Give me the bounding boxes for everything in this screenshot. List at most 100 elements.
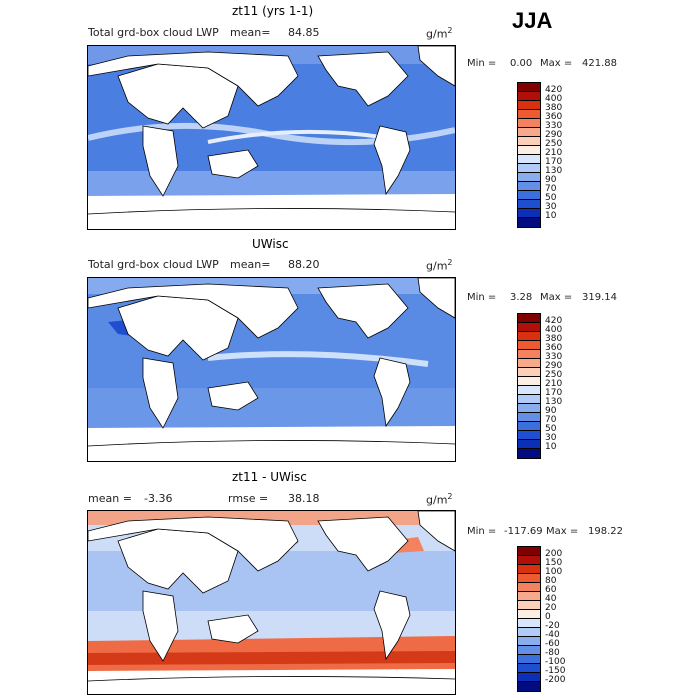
colorbar-swatch — [518, 413, 540, 422]
colorbar-tick-label: 60 — [545, 585, 557, 595]
colorbar-tick-label: -150 — [545, 666, 566, 676]
colorbar-swatch — [518, 359, 540, 368]
colorbar-swatch — [518, 332, 540, 341]
colorbar-tick-label: -20 — [545, 621, 560, 631]
panel-3-title: zt11 - UWisc — [232, 470, 307, 484]
panel-1-units: g/m2 — [426, 26, 453, 41]
colorbar-tick-label: 10 — [545, 442, 557, 452]
colorbar-swatch — [518, 191, 540, 200]
colorbar-swatch — [518, 173, 540, 182]
colorbar-tick-label: 20 — [545, 603, 557, 613]
panel-1-colorbar — [517, 82, 541, 228]
colorbar-swatch — [518, 440, 540, 449]
colorbar-swatch — [518, 664, 540, 673]
colorbar-swatch — [518, 110, 540, 119]
colorbar-swatch — [518, 218, 540, 227]
colorbar-swatch — [518, 83, 540, 92]
panel-1-mean-value: 84.85 — [288, 26, 320, 39]
colorbar-swatch — [518, 619, 540, 628]
colorbar-swatch — [518, 583, 540, 592]
colorbar-swatch — [518, 547, 540, 556]
colorbar-swatch — [518, 565, 540, 574]
colorbar-tick-label: 360 — [545, 112, 563, 122]
colorbar-swatch — [518, 610, 540, 619]
colorbar-swatch — [518, 182, 540, 191]
colorbar-tick-label: 380 — [545, 334, 563, 344]
colorbar-tick-label: -200 — [545, 675, 566, 685]
panel-2-map-graphic — [88, 278, 455, 461]
panel-1-subtitle: Total grd-box cloud LWP — [88, 26, 219, 39]
colorbar-swatch — [518, 422, 540, 431]
colorbar-swatch — [518, 395, 540, 404]
colorbar-tick-label: 70 — [545, 415, 557, 425]
panel-2-colorbar — [517, 313, 541, 459]
colorbar-swatch — [518, 556, 540, 565]
panel-3-map-graphic — [88, 511, 455, 694]
colorbar-tick-label: 30 — [545, 202, 557, 212]
colorbar-tick-label: 170 — [545, 388, 563, 398]
colorbar-swatch — [518, 323, 540, 332]
colorbar-tick-label: -100 — [545, 657, 566, 667]
colorbar-tick-label: 50 — [545, 424, 557, 434]
panel-2-min-label: Min = — [467, 292, 497, 303]
colorbar-tick-label: 80 — [545, 576, 557, 586]
colorbar-tick-label: 210 — [545, 379, 563, 389]
panel-3-map — [87, 510, 456, 695]
panel-3-max-value: 198.22 — [588, 526, 623, 537]
colorbar-tick-label: 70 — [545, 184, 557, 194]
panel-3-mean-value: -3.36 — [144, 492, 173, 505]
colorbar-swatch — [518, 682, 540, 691]
panel-1-min-label: Min = — [467, 58, 497, 69]
panel-1-map-graphic — [88, 46, 455, 229]
colorbar-tick-label: 170 — [545, 157, 563, 167]
colorbar-tick-label: 420 — [545, 316, 563, 326]
colorbar-swatch — [518, 386, 540, 395]
colorbar-swatch — [518, 673, 540, 682]
colorbar-tick-label: 360 — [545, 343, 563, 353]
colorbar-swatch — [518, 628, 540, 637]
colorbar-swatch — [518, 209, 540, 218]
colorbar-tick-label: 90 — [545, 175, 557, 185]
colorbar-tick-label: 30 — [545, 433, 557, 443]
colorbar-tick-label: 210 — [545, 148, 563, 158]
colorbar-tick-label: 0 — [545, 612, 551, 622]
panel-1-title: zt11 (yrs 1-1) — [232, 4, 314, 18]
colorbar-tick-label: 130 — [545, 397, 563, 407]
colorbar-tick-label: 380 — [545, 103, 563, 113]
panel-3-colorbar — [517, 546, 541, 692]
colorbar-swatch — [518, 341, 540, 350]
colorbar-swatch — [518, 314, 540, 323]
colorbar-tick-label: 100 — [545, 567, 563, 577]
colorbar-swatch — [518, 574, 540, 583]
colorbar-tick-label: 200 — [545, 549, 563, 559]
colorbar-swatch — [518, 368, 540, 377]
panel-1-max-value: 421.88 — [582, 58, 617, 69]
colorbar-tick-label: 40 — [545, 594, 557, 604]
panel-2-map — [87, 277, 456, 462]
colorbar-swatch — [518, 404, 540, 413]
colorbar-swatch — [518, 655, 540, 664]
colorbar-swatch — [518, 101, 540, 110]
colorbar-swatch — [518, 646, 540, 655]
panel-3-rmse-value: 38.18 — [288, 492, 320, 505]
panel-3-max-label: Max = — [546, 526, 579, 537]
colorbar-tick-label: -40 — [545, 630, 560, 640]
panel-3-rmse-label: rmse = — [228, 492, 269, 505]
panel-3-units: g/m2 — [426, 492, 453, 507]
panel-3-min-label: Min = — [467, 526, 497, 537]
colorbar-tick-label: 290 — [545, 130, 563, 140]
colorbar-swatch — [518, 377, 540, 386]
panel-1-map — [87, 45, 456, 230]
colorbar-swatch — [518, 146, 540, 155]
panel-3-min-value: -117.69 — [504, 526, 543, 537]
panel-2-min-value: 3.28 — [510, 292, 533, 303]
colorbar-tick-label: 250 — [545, 370, 563, 380]
colorbar-swatch — [518, 449, 540, 458]
colorbar-tick-label: 130 — [545, 166, 563, 176]
colorbar-tick-label: 420 — [545, 85, 563, 95]
colorbar-tick-label: 90 — [545, 406, 557, 416]
colorbar-tick-label: -60 — [545, 639, 560, 649]
colorbar-swatch — [518, 164, 540, 173]
panel-3-mean-label: mean = — [88, 492, 132, 505]
panel-1-max-label: Max = — [540, 58, 573, 69]
